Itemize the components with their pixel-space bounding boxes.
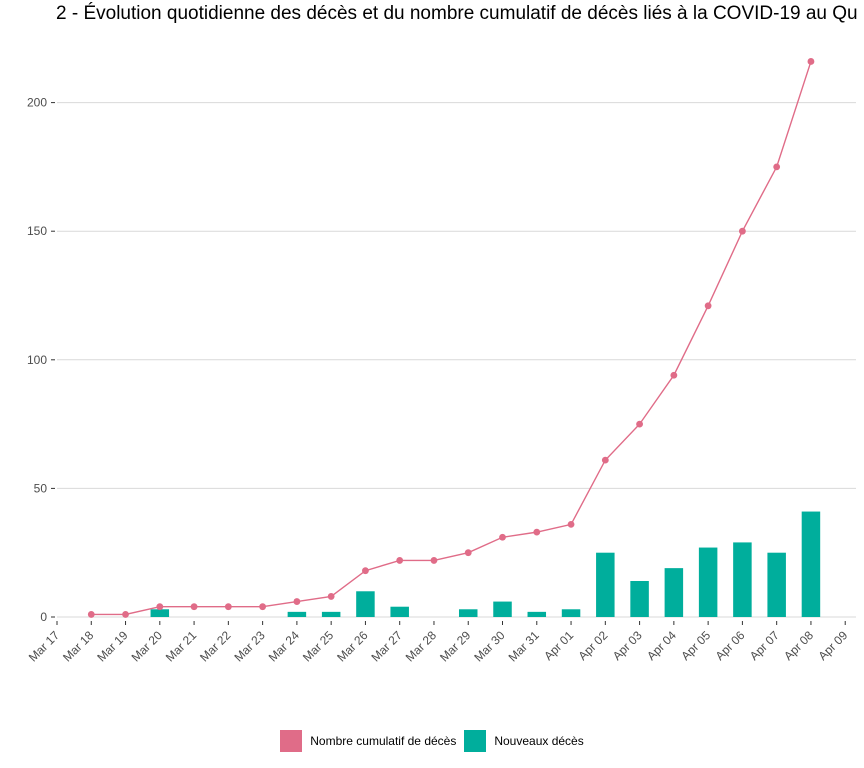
point-cumulative-deaths [87,611,95,618]
point-cumulative-deaths [362,567,369,575]
point-cumulative-deaths [567,521,575,528]
x-tick-label: Mar 27 [369,628,406,665]
x-tick-label: Mar 19 [94,628,131,665]
x-tick-label: Mar 28 [403,628,440,665]
legend-item-cumulative: Nombre cumulatif de décès [280,730,456,752]
x-tick-label: Mar 30 [471,628,508,665]
point-cumulative-deaths [773,163,781,171]
x-tick-label: Apr 04 [644,628,679,663]
point-cumulative-deaths [739,227,746,235]
bar-new-deaths [630,580,649,617]
bar-new-deaths [767,552,786,617]
point-cumulative-deaths [156,603,164,611]
x-tick-label: Apr 09 [815,628,850,663]
x-tick-label: Mar 26 [334,628,371,665]
bar-new-deaths [390,606,409,617]
bar-new-deaths [733,542,752,617]
y-axis: 0 50 100 150 200 [27,96,55,624]
point-cumulative-deaths [464,549,472,557]
x-tick-label: Mar 24 [266,628,303,665]
x-tick-label: Mar 20 [129,628,166,665]
x-tick-label: Apr 08 [781,628,816,663]
bar-new-deaths [150,609,170,617]
point-cumulative-deaths [499,533,506,541]
point-cumulative-deaths [807,58,815,65]
y-tick-label: 150 [27,224,47,238]
point-cumulative-deaths [190,603,198,611]
bar-new-deaths [321,611,341,617]
point-cumulative-deaths [293,598,301,605]
point-cumulative-deaths [601,456,609,464]
legend-swatch-cumulative [280,730,303,752]
gridlines [57,102,856,618]
legend: Nombre cumulatif de décès Nouveaux décès [0,730,864,752]
bar-new-deaths [527,611,547,617]
point-cumulative-deaths [224,603,232,611]
x-tick-label: Mar 18 [60,628,97,665]
point-cumulative-deaths [636,420,643,428]
bar-new-deaths [287,611,307,617]
x-tick-label: Mar 29 [437,628,474,665]
bar-new-deaths [356,591,375,617]
point-cumulative-deaths [259,603,267,611]
chart-title: 2 - Évolution quotidienne des décès et d… [56,3,858,24]
x-tick-label: Mar 17 [26,628,63,665]
bar-new-deaths [596,552,615,617]
bar-new-deaths [561,609,581,617]
x-tick-label: Apr 05 [678,628,713,663]
bar-new-deaths [801,511,821,617]
y-tick-label: 100 [27,353,47,367]
point-cumulative-deaths [533,528,541,536]
point-cumulative-deaths [122,611,129,618]
point-cumulative-deaths [704,302,712,310]
x-tick-label: Mar 25 [300,628,337,665]
legend-swatch-new [464,730,487,752]
bar-series [150,511,821,617]
point-cumulative-deaths [327,593,335,600]
x-tick-label: Apr 02 [576,628,611,663]
x-tick-label: Apr 03 [610,628,645,663]
y-tick-label: 50 [34,481,48,495]
line-series [87,58,815,618]
x-tick-label: Apr 06 [713,628,748,663]
x-tick-label: Mar 21 [163,628,200,665]
y-tick-label: 200 [27,96,47,110]
x-tick-label: Mar 22 [197,628,234,665]
x-tick-label: Mar 23 [231,628,268,665]
x-tick-label: Apr 07 [747,628,782,663]
x-tick-label: Apr 01 [541,628,576,663]
bar-new-deaths [664,568,684,617]
x-tick-label: Mar 31 [506,628,543,665]
y-tick-label: 0 [40,610,47,624]
point-cumulative-deaths [396,557,404,564]
legend-item-new: Nouveaux décès [464,730,584,752]
bar-new-deaths [458,609,478,617]
bar-new-deaths [493,601,512,617]
point-cumulative-deaths [430,557,438,564]
point-cumulative-deaths [670,371,678,379]
bar-new-deaths [698,547,718,617]
legend-label-new: Nouveaux décès [494,734,584,748]
line-cumulative-deaths [91,61,812,616]
legend-label-cumulative: Nombre cumulatif de décès [310,734,457,748]
